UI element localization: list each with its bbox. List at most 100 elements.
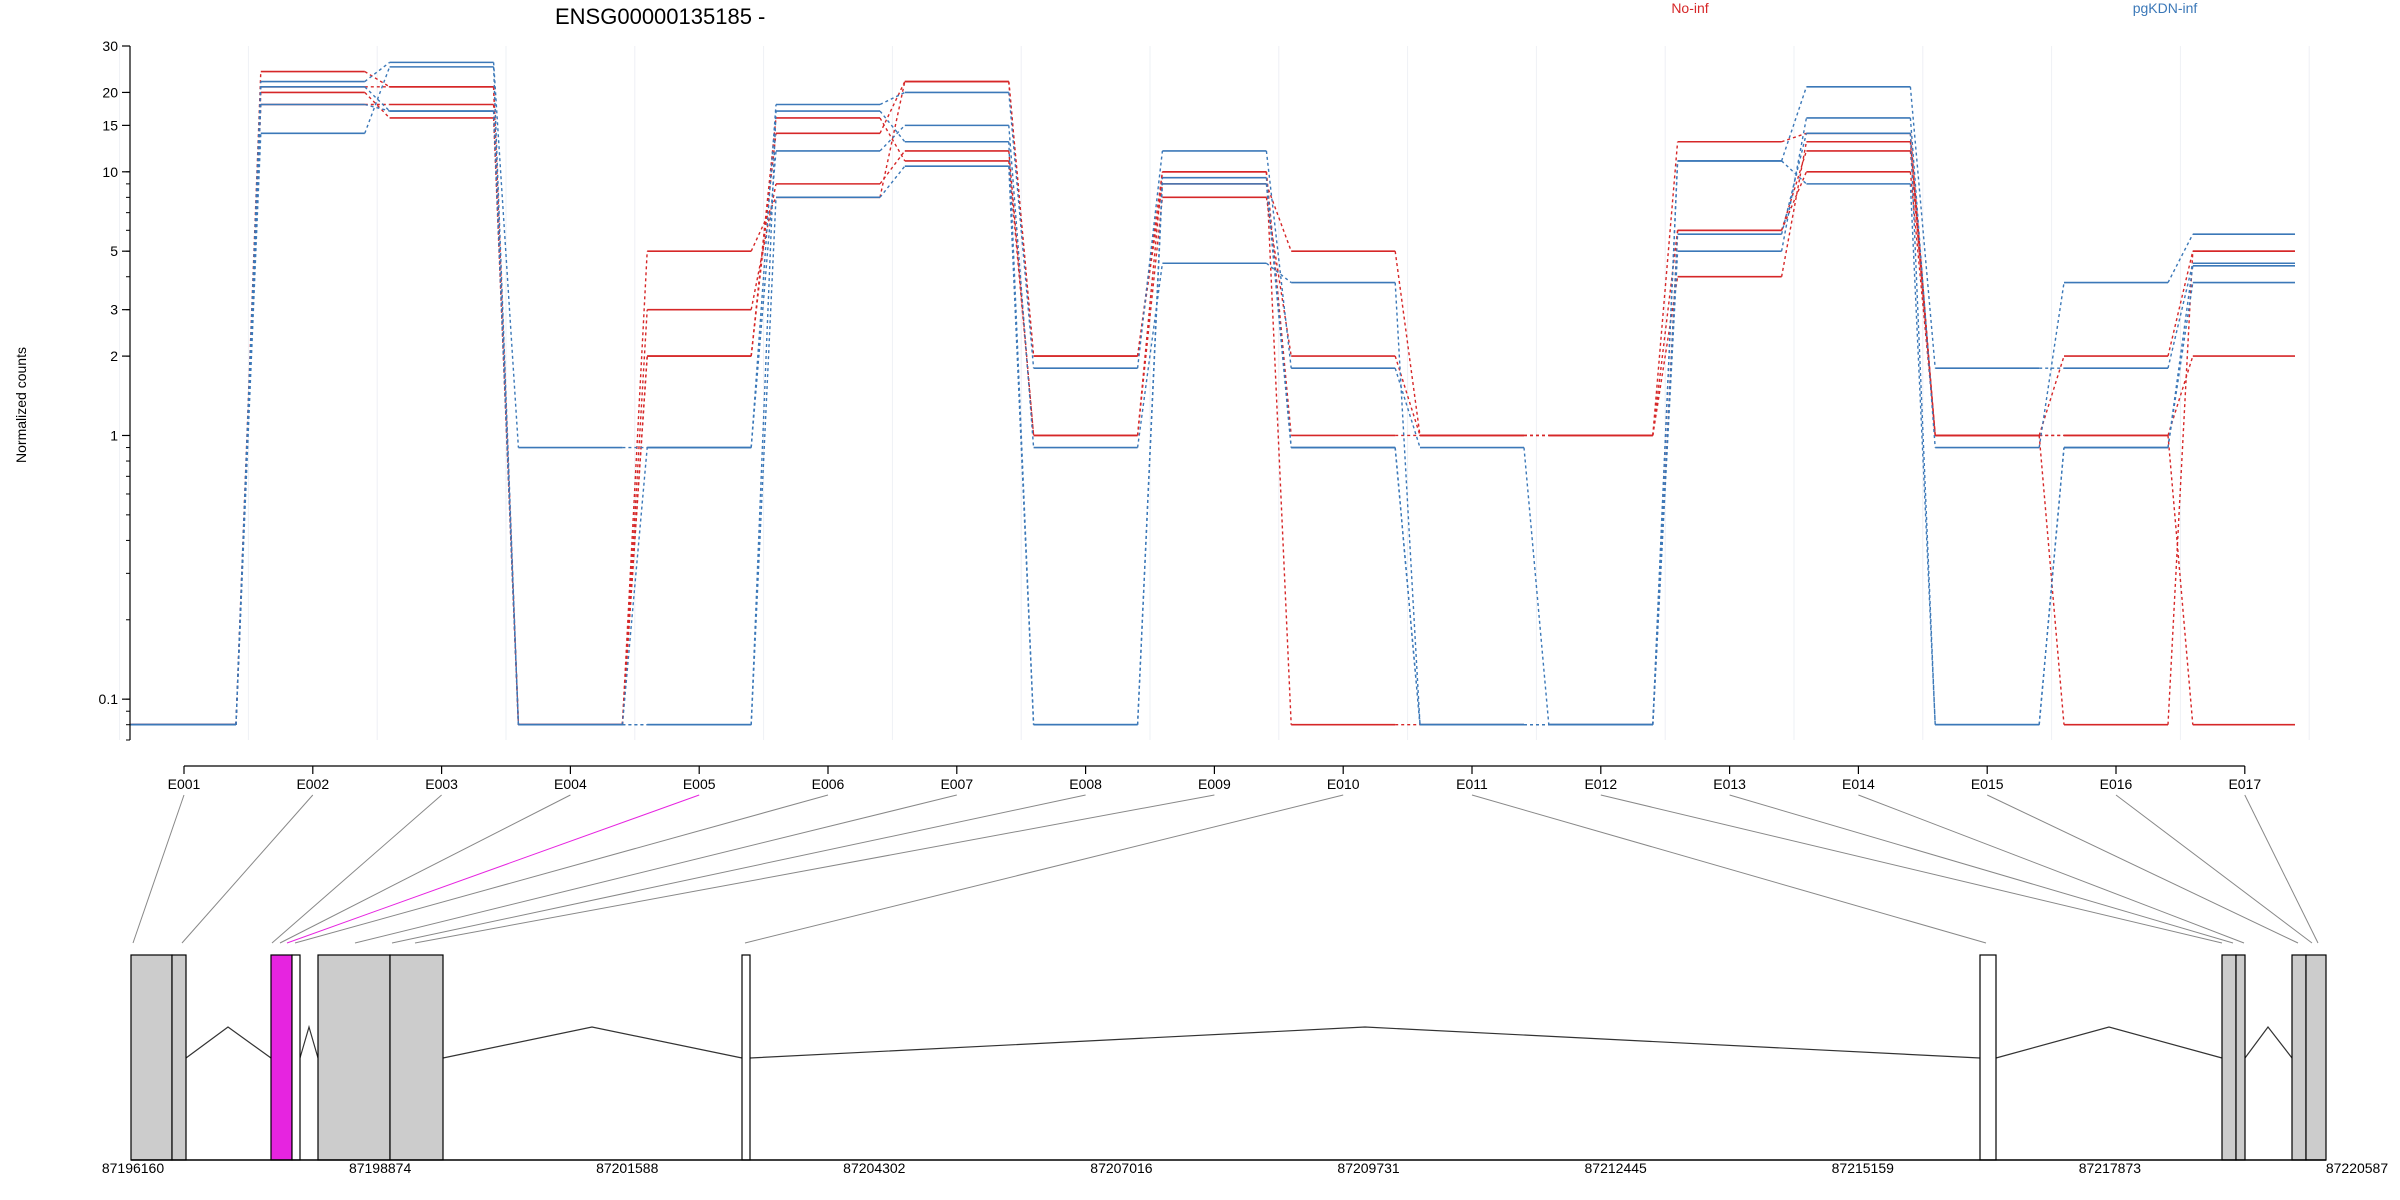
exon-box	[389, 954, 444, 1161]
series-connector	[492, 111, 520, 725]
exon-connector-line	[271, 794, 442, 944]
y-tick-label: 20	[102, 84, 118, 100]
series-connector	[1136, 150, 1164, 369]
series-connector	[1265, 183, 1292, 448]
series-connector	[1909, 171, 1936, 436]
series-connector	[1008, 81, 1035, 357]
legend-entry-no-inf: No-inf	[1671, 0, 1708, 16]
exon-connector-line	[1600, 794, 2223, 944]
exon-connector-line	[279, 794, 571, 944]
series-connector	[1136, 263, 1164, 448]
series-connector	[1780, 141, 1808, 277]
series-connector	[1909, 183, 1936, 725]
series-connector	[1909, 117, 1936, 448]
coord-tick-label: 87220587	[2326, 1160, 2389, 1176]
exon-connector-line	[1986, 794, 2299, 944]
series-connector	[364, 70, 390, 88]
y-tick-label: 15	[102, 117, 118, 133]
y-tick-label: 2	[110, 348, 118, 364]
y-tick-label: 30	[102, 38, 118, 54]
coord-tick-label: 87201588	[596, 1160, 659, 1176]
exon-connector-line	[2244, 794, 2319, 944]
intron-line	[1995, 1026, 2223, 1059]
series-connector	[1652, 160, 1679, 725]
intron-line	[185, 1026, 272, 1059]
series-connector	[879, 110, 906, 143]
y-axis-label: Normalized counts	[13, 347, 29, 463]
x-tick-label-e003: E003	[425, 776, 458, 792]
intron-line	[442, 1026, 743, 1059]
series-connector	[1909, 141, 1936, 436]
x-tick-label-e008: E008	[1069, 776, 1102, 792]
series-connector	[1523, 447, 1550, 725]
series-connector	[492, 62, 520, 448]
series-connector	[1394, 447, 1421, 725]
series-connector	[1394, 355, 1421, 436]
x-tick-label-e017: E017	[2228, 776, 2261, 792]
exon-box	[2221, 954, 2237, 1161]
coord-tick-label: 87217873	[2079, 1160, 2142, 1176]
exon-box	[317, 954, 391, 1161]
exon-connector-line	[294, 794, 829, 944]
series-connector	[750, 197, 777, 725]
coord-tick-label: 87207016	[1090, 1160, 1153, 1176]
intron-line	[749, 1026, 1981, 1059]
x-tick-label-e001: E001	[168, 776, 201, 792]
series-connector	[364, 61, 391, 83]
series-connector	[1265, 197, 1292, 357]
y-tick-label: 10	[102, 164, 118, 180]
series-connector	[1780, 86, 1808, 162]
exon-box	[741, 954, 751, 1161]
exon-connector-line	[354, 794, 957, 944]
exon-connector-line	[1729, 794, 2234, 944]
intron-line	[299, 1024, 319, 1059]
coord-tick-label: 87196160	[102, 1160, 165, 1176]
exon-box	[130, 954, 173, 1161]
exon-box	[2291, 954, 2307, 1161]
exon-connector-line	[286, 794, 700, 944]
exon-connector-line	[132, 794, 185, 944]
exon-box	[171, 954, 187, 1161]
series-connector	[1136, 171, 1164, 436]
x-tick-label-e010: E010	[1327, 776, 1360, 792]
grid-layer	[119, 46, 2310, 740]
x-tick-label-e016: E016	[2100, 776, 2133, 792]
series-connector	[2167, 251, 2194, 725]
series-connector	[1394, 282, 1421, 725]
series-connector	[1136, 183, 1164, 725]
exon-box	[2235, 954, 2246, 1161]
x-tick-label-e004: E004	[554, 776, 587, 792]
series-connector	[879, 91, 906, 106]
coord-tick-label: 87198874	[349, 1160, 412, 1176]
exon-connector-line	[1471, 794, 1987, 944]
x-tick-label-e002: E002	[296, 776, 329, 792]
series-connector	[235, 86, 262, 725]
series-connector	[1652, 230, 1679, 436]
series-connector	[2167, 435, 2194, 725]
x-tick-label-e009: E009	[1198, 776, 1231, 792]
series-connector	[2038, 447, 2065, 725]
series-connector	[1394, 367, 1421, 448]
series-connector	[1265, 171, 1292, 725]
series-pgkdn-inf-7	[130, 86, 2295, 726]
series-connector	[1909, 133, 1936, 725]
gene-model: 87196160 87198874 87201588 87204302 87207016…	[102, 954, 2389, 1176]
y-tick-label: 1	[110, 427, 118, 443]
series-connector	[1265, 262, 1292, 284]
series-pgkdn-inf-5	[130, 66, 2295, 726]
y-tick-label: 3	[110, 302, 118, 318]
series-connector	[879, 117, 906, 162]
exon-box	[2305, 954, 2327, 1161]
series-connector	[1780, 150, 1808, 231]
x-tick-label-e014: E014	[1842, 776, 1875, 792]
series-connector	[1780, 171, 1808, 231]
series-connector	[1008, 141, 1035, 725]
x-tick-label-e013: E013	[1713, 776, 1746, 792]
series-connector	[2038, 282, 2065, 448]
coord-tick-label: 87212445	[1585, 1160, 1648, 1176]
series-connector	[621, 356, 648, 725]
series-connector	[1780, 133, 1808, 235]
exon-connector-line	[391, 794, 1086, 944]
x-tick-label-e007: E007	[940, 776, 973, 792]
